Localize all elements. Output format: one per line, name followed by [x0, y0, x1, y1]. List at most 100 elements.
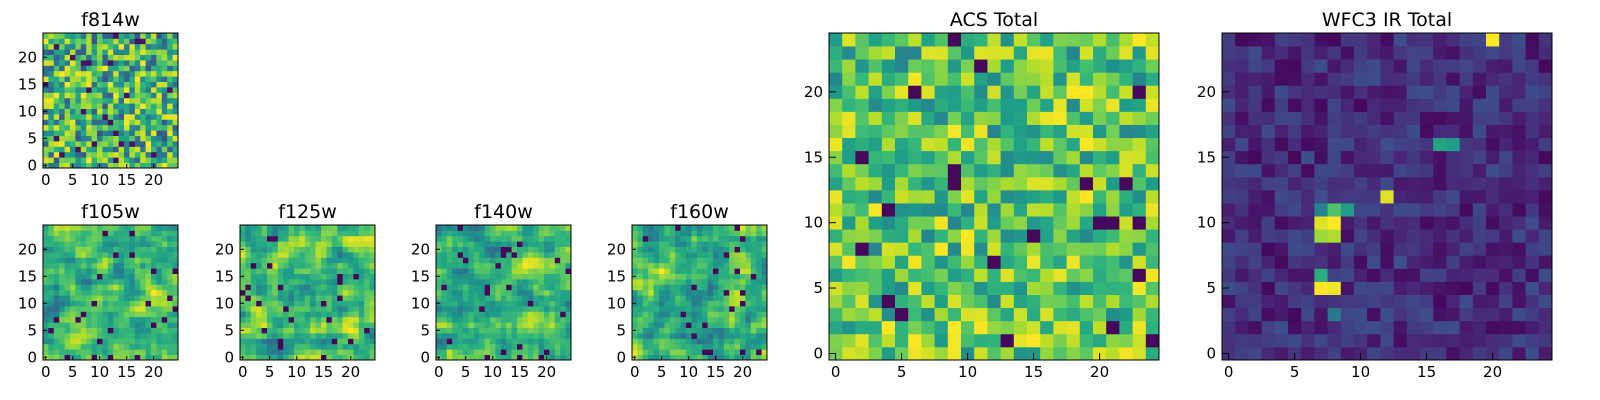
heatmap-cell — [53, 135, 60, 142]
heatmap-cell — [441, 349, 448, 355]
heatmap-cell — [974, 242, 988, 256]
heatmap-cell — [167, 311, 173, 318]
heatmap-cell — [304, 327, 311, 334]
heatmap-cell — [59, 60, 65, 66]
heatmap-cell — [86, 108, 92, 115]
heatmap-cell — [484, 295, 491, 301]
heatmap-cell — [511, 300, 518, 307]
heatmap-cell — [756, 311, 762, 318]
heatmap-cell — [245, 306, 252, 312]
heatmap-cell — [664, 354, 671, 361]
heatmap-cell — [987, 346, 1001, 361]
heatmap-cell — [1406, 268, 1421, 282]
heatmap-cell — [565, 268, 572, 274]
heatmap-cell — [463, 284, 469, 291]
heatmap-cell — [750, 338, 757, 345]
heatmap-cell — [364, 338, 370, 345]
heatmap-cell — [1512, 150, 1526, 165]
heatmap-cell — [1106, 281, 1120, 295]
heatmap-cell — [107, 246, 114, 253]
heatmap-cell — [342, 279, 349, 285]
heatmap-cell — [86, 157, 92, 163]
heatmap-cell — [129, 33, 136, 39]
heatmap-cell — [1132, 307, 1147, 322]
heatmap-cell — [107, 97, 114, 104]
heatmap-cell — [436, 322, 442, 328]
heatmap-cell — [1053, 124, 1067, 139]
heatmap-cell — [1040, 150, 1054, 165]
heatmap-cell — [921, 216, 935, 230]
heatmap-cell — [124, 311, 130, 318]
heatmap-cell — [107, 162, 114, 169]
heatmap-cell — [64, 141, 71, 147]
heatmap-cell — [750, 225, 757, 231]
heatmap-cell — [145, 306, 152, 312]
heatmap-cell — [59, 284, 65, 291]
heatmap-cell — [734, 284, 741, 291]
heatmap-cell — [277, 327, 284, 334]
heatmap-cell — [868, 216, 883, 230]
heatmap-cell — [1472, 281, 1487, 295]
heatmap-cell — [1235, 242, 1249, 256]
heatmap-cell — [517, 338, 523, 345]
heatmap-cell — [59, 273, 65, 280]
heatmap-cell — [868, 163, 883, 178]
heatmap-cell — [642, 252, 649, 258]
heatmap-cell — [124, 225, 130, 231]
heatmap-cell — [686, 338, 692, 345]
heatmap-cell — [718, 279, 725, 285]
heatmap-cell — [934, 111, 949, 125]
heatmap-cell — [452, 225, 458, 231]
heatmap-cell — [1446, 163, 1460, 178]
heatmap-cell — [1040, 294, 1054, 309]
heatmap-cell — [1406, 163, 1421, 178]
heatmap-cell — [829, 111, 843, 125]
heatmap-cell — [102, 130, 109, 136]
heatmap-cell — [653, 327, 660, 334]
heatmap-cell — [261, 327, 268, 334]
heatmap-cell — [1446, 111, 1460, 125]
heatmap-cell — [560, 252, 566, 258]
heatmap-cell — [686, 306, 692, 312]
y-tick-label: 5 — [224, 321, 234, 339]
heatmap-cell — [829, 46, 843, 60]
heatmap-cell — [358, 246, 365, 253]
heatmap-cell — [102, 322, 109, 328]
heatmap-cell — [987, 176, 1001, 191]
heatmap-cell — [315, 273, 322, 280]
heatmap-cell — [97, 257, 103, 264]
heatmap-cell — [1433, 229, 1447, 243]
heatmap-cell — [118, 33, 125, 39]
heatmap-cell — [124, 33, 130, 39]
heatmap-cell — [134, 262, 141, 269]
heatmap-cell — [1406, 320, 1421, 335]
heatmap-cell — [1235, 137, 1249, 152]
heatmap-cell — [53, 81, 60, 88]
heatmap-cell — [129, 262, 136, 269]
heatmap-cell — [1499, 163, 1513, 178]
heatmap-cell — [294, 230, 300, 237]
heatmap-cell — [277, 333, 284, 339]
heatmap-cell — [1013, 268, 1028, 282]
heatmap-cell — [129, 316, 136, 323]
heatmap-cell — [80, 146, 87, 153]
heatmap-cell — [43, 235, 49, 242]
heatmap-cell — [353, 300, 360, 307]
heatmap-cell — [321, 343, 327, 350]
heatmap-cell — [1472, 255, 1487, 269]
heatmap-cell — [1512, 46, 1526, 60]
heatmap-cell — [256, 316, 262, 323]
heatmap-cell — [1288, 281, 1302, 295]
heatmap-cell — [506, 262, 512, 269]
heatmap-cell — [495, 273, 502, 280]
heatmap-cell — [140, 273, 146, 280]
heatmap-cell — [124, 295, 130, 301]
heatmap-cell — [59, 54, 65, 61]
heatmap-cell — [1145, 346, 1160, 361]
heatmap-cell — [1499, 189, 1513, 204]
heatmap-cell — [140, 241, 146, 247]
heatmap-cell — [1340, 163, 1355, 178]
heatmap-cell — [713, 273, 719, 280]
